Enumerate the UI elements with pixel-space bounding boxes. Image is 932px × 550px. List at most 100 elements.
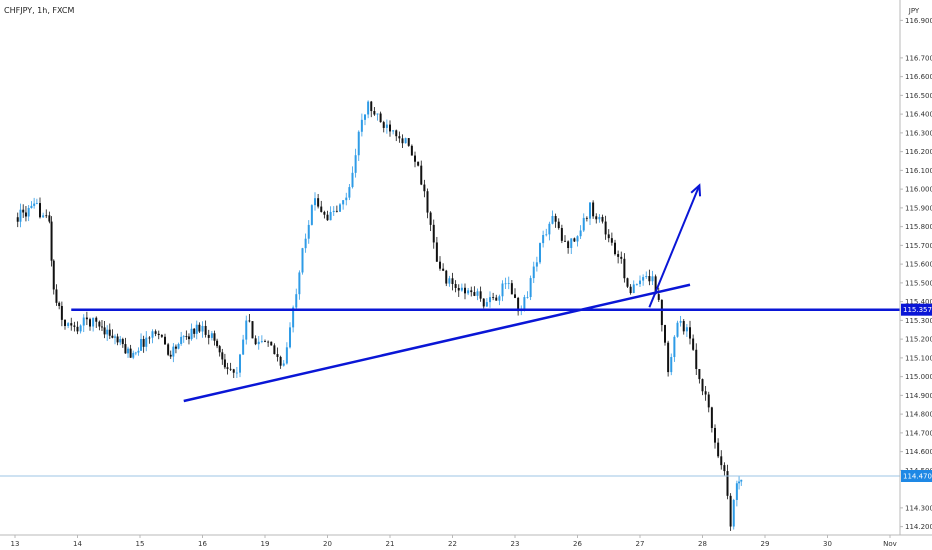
y-tick-label: 116.200 <box>905 148 932 156</box>
candle-body <box>589 202 591 219</box>
candle-body <box>392 130 395 132</box>
candle-body <box>301 248 304 273</box>
x-tick-label: 20 <box>323 540 332 548</box>
candle-body <box>180 336 183 344</box>
x-tick-label: 30 <box>823 540 832 548</box>
x-tick-label: 21 <box>386 540 395 548</box>
candle-body <box>598 216 601 220</box>
candle-body <box>295 294 298 308</box>
candle-body <box>79 325 82 332</box>
candle-body <box>201 325 204 332</box>
candle-body <box>660 299 663 326</box>
candle-body <box>169 354 172 357</box>
x-tick-label: 14 <box>73 540 82 548</box>
candle-body <box>704 391 707 395</box>
candle-body <box>370 101 373 112</box>
x-tick-label: 23 <box>511 540 520 548</box>
candle-body <box>64 319 66 326</box>
candle-body <box>557 221 560 229</box>
candle-body <box>539 243 541 263</box>
candle-body <box>729 495 732 527</box>
y-tick-label: 116.100 <box>905 167 932 175</box>
candle-body <box>648 276 651 282</box>
candle-body <box>401 138 404 144</box>
candle-body <box>670 357 673 373</box>
y-tick-label: 116.600 <box>905 73 932 81</box>
candle-body <box>448 278 451 284</box>
candle-body <box>632 284 635 294</box>
candle-body <box>145 337 148 347</box>
candle-body <box>129 348 132 358</box>
candle-body <box>207 334 210 338</box>
candle-body <box>398 136 401 139</box>
candle-body <box>218 346 221 353</box>
candle-body <box>95 317 98 322</box>
candle-body <box>492 297 495 298</box>
candle-body <box>248 320 251 322</box>
candle-body <box>510 283 513 295</box>
y-tick-label: 115.500 <box>905 279 932 287</box>
candle-body <box>545 234 548 236</box>
candle-body <box>142 339 145 347</box>
candle-body <box>223 359 226 368</box>
candle-body <box>30 205 33 208</box>
candle-body <box>720 456 723 466</box>
candle-body <box>174 346 177 349</box>
candle-body <box>260 340 263 342</box>
candle-body <box>213 333 216 341</box>
candle-body <box>210 333 213 338</box>
candle-body <box>164 336 166 345</box>
candle-body <box>317 198 320 207</box>
candle-body <box>470 290 473 293</box>
candle-body <box>111 335 114 338</box>
candle-body <box>735 483 738 500</box>
price-axis[interactable]: 116.900 116.700 116.600 116.500 116.400 116.3… <box>900 17 932 531</box>
candle-body <box>307 224 310 239</box>
candle-body <box>187 336 190 340</box>
candle-body <box>501 283 504 297</box>
candle-body <box>320 206 323 212</box>
x-tick-label: 22 <box>448 540 457 548</box>
candle-body <box>604 221 607 235</box>
candle-body <box>507 283 510 284</box>
candle-body <box>585 217 588 219</box>
candle-body <box>140 339 143 351</box>
candle-body <box>100 326 103 328</box>
candle-body <box>385 124 388 128</box>
candle-body <box>195 324 198 334</box>
candle-body <box>579 230 582 237</box>
candle-body <box>52 260 55 290</box>
candle-body <box>342 200 345 205</box>
candle-body <box>610 238 613 243</box>
candle-body <box>726 471 729 496</box>
candle-body <box>89 319 91 327</box>
candle-body <box>495 297 498 301</box>
candle-body <box>264 340 266 342</box>
candle-body <box>22 209 25 213</box>
candle-body <box>560 228 563 241</box>
candle-body <box>172 346 175 357</box>
candle-body <box>717 442 720 457</box>
candle-body <box>607 234 610 239</box>
candle-body <box>467 290 470 294</box>
candle-body <box>92 317 95 327</box>
y-tick-label: 115.700 <box>905 242 932 250</box>
candle-body <box>514 294 516 298</box>
candle-body <box>221 352 224 360</box>
candle-body <box>292 307 295 328</box>
candle-body <box>695 349 698 370</box>
candle-body <box>692 338 695 350</box>
candle-body <box>417 161 420 166</box>
x-tick-label: 16 <box>198 540 207 548</box>
level-price-tag-label: 115.357 <box>903 306 932 314</box>
candle-body <box>108 329 111 336</box>
candle-body <box>282 363 285 366</box>
y-tick-label: 116.900 <box>905 17 932 25</box>
y-tick-label: 116.400 <box>905 111 932 119</box>
candle-body <box>389 124 391 132</box>
time-axis[interactable]: 13 14 15 16 19 20 21 22 23 26 27 28 29 30 Nov <box>11 535 897 548</box>
candle-body <box>526 297 529 298</box>
candle-body <box>426 191 429 213</box>
x-tick-label: 26 <box>573 540 582 548</box>
